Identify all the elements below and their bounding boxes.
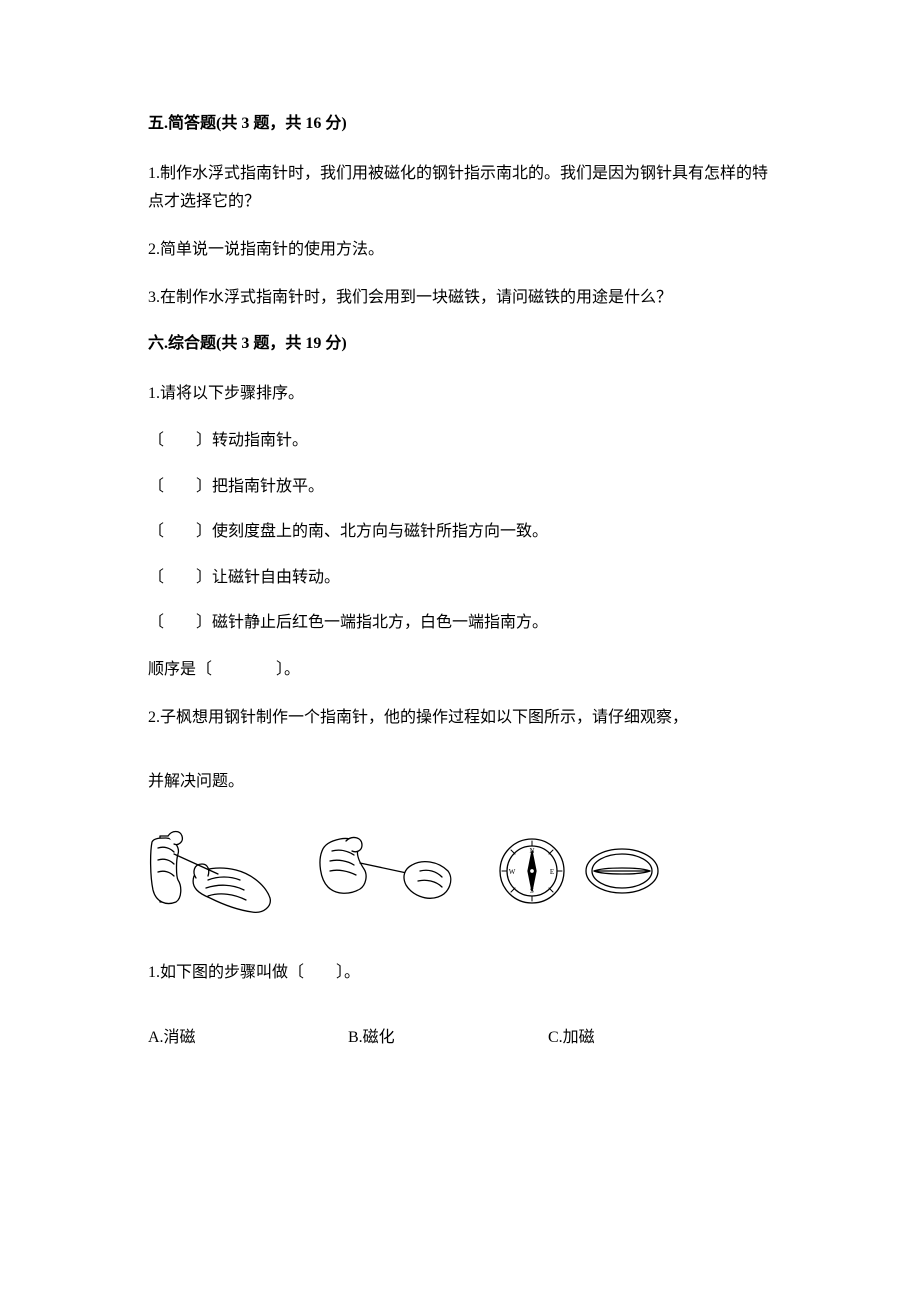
section5-header: 五.简答题(共 3 题，共 16 分) xyxy=(148,112,775,136)
figure-compass-and-bowl-icon: N E W S xyxy=(494,831,664,911)
s5-q3: 3.在制作水浮式指南针时，我们会用到一块磁铁，请问磁铁的用途是什么？ xyxy=(148,284,775,312)
s6-q1-item-1: 〔 〕转动指南针。 xyxy=(148,428,775,454)
figure-hands-on-magnet-icon xyxy=(148,824,278,919)
s6-q1-item-5: 〔 〕磁针静止后红色一端指北方，白色一端指南方。 xyxy=(148,610,775,636)
s5-q1: 1.制作水浮式指南针时，我们用被磁化的钢针指示南北的。我们是因为钢针具有怎样的特… xyxy=(148,160,775,216)
s6-q1-item-4: 〔 〕让磁针自由转动。 xyxy=(148,565,775,591)
s6-q1-item-2: 〔 〕把指南针放平。 xyxy=(148,474,775,500)
s6-q2-sub1-options: A.消磁 B.磁化 C.加磁 xyxy=(148,1023,775,1047)
option-a: A.消磁 xyxy=(148,1023,348,1047)
s5-q2: 2.简单说一说指南针的使用方法。 xyxy=(148,236,775,264)
s6-q1-stem: 1.请将以下步骤排序。 xyxy=(148,380,775,408)
figure-hand-holding-needle-icon xyxy=(316,831,456,911)
page: 五.简答题(共 3 题，共 16 分) 1.制作水浮式指南针时，我们用被磁化的钢… xyxy=(0,0,920,1302)
s6-q1-item-3: 〔 〕使刻度盘上的南、北方向与磁针所指方向一致。 xyxy=(148,519,775,545)
option-c: C.加磁 xyxy=(548,1023,595,1047)
svg-text:E: E xyxy=(550,868,554,876)
svg-text:W: W xyxy=(509,868,516,876)
section6-header: 六.综合题(共 3 题，共 19 分) xyxy=(148,332,775,356)
s6-q2-figure-row: N E W S xyxy=(148,824,775,919)
s6-q2-sub1-stem: 1.如下图的步骤叫做〔 〕。 xyxy=(148,959,775,987)
option-b: B.磁化 xyxy=(348,1023,548,1047)
s6-q1-orderline: 顺序是〔 〕。 xyxy=(148,656,775,684)
s6-q2-stem-line1: 2.子枫想用钢针制作一个指南针，他的操作过程如以下图所示，请仔细观察， xyxy=(148,704,775,732)
s6-q2-stem-line2: 并解决问题。 xyxy=(148,768,775,796)
